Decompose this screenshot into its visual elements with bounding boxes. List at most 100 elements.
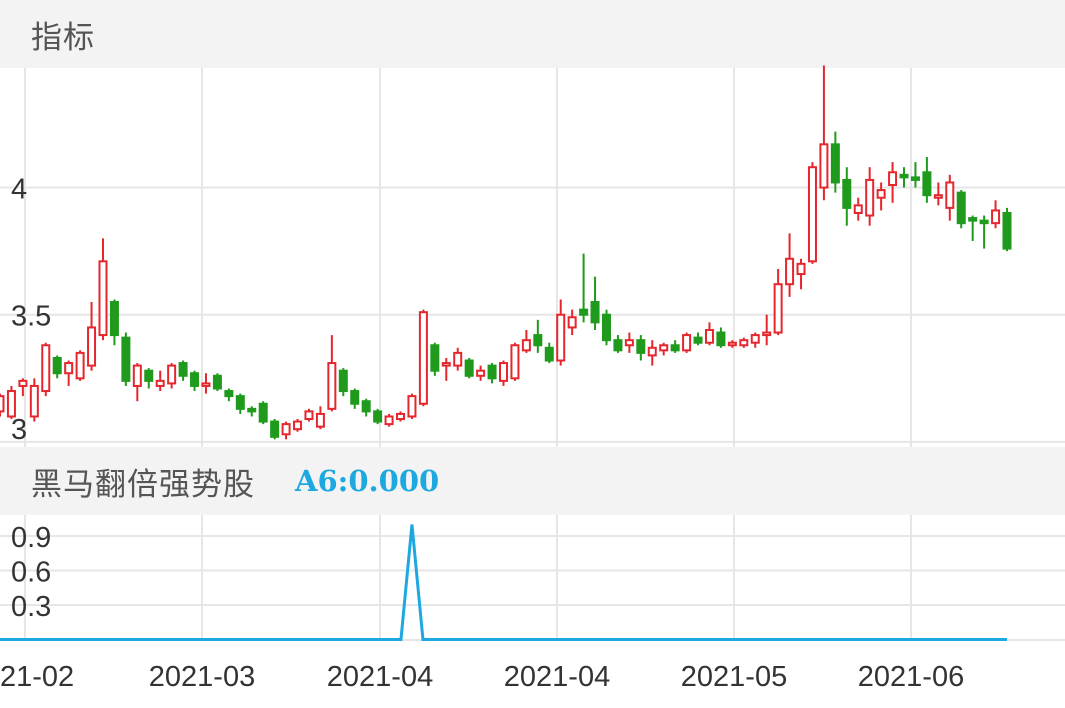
candle-body-86: [979, 219, 989, 225]
candle-body-12: [132, 364, 142, 387]
candle-body-35: [396, 412, 406, 421]
candle-body-59: [670, 344, 680, 352]
indicator-value: A6:0.000: [295, 464, 440, 498]
candle-body-42: [476, 369, 486, 377]
candle-body-80: [910, 176, 920, 181]
candle-body-85: [968, 217, 978, 222]
candle-body-14: [155, 379, 165, 387]
candle-body-27: [304, 410, 314, 421]
candle-body-38: [430, 344, 440, 372]
x-label-2: 2021-04: [327, 661, 433, 693]
x-label-3: 2021-04: [504, 661, 610, 693]
candle-body-23: [258, 402, 268, 423]
x-label-5: 2021-06: [858, 661, 964, 693]
candle-body-21: [235, 395, 245, 410]
candle-body-13: [144, 369, 154, 382]
candle-body-51: [579, 308, 589, 316]
candle-body-46: [521, 339, 531, 352]
candle-body-84: [956, 191, 966, 225]
candle-body-65: [739, 339, 749, 347]
candle-body-47: [533, 334, 543, 347]
candle-body-61: [693, 336, 703, 344]
main-panel-header: 指标: [0, 0, 1065, 68]
candle-body-39: [441, 362, 451, 367]
candle-body-16: [178, 362, 188, 377]
ind-y-label-1: 0.6: [11, 557, 51, 589]
candle-body-6: [64, 362, 74, 375]
candle-body-31: [350, 390, 360, 405]
candle-body-18: [201, 382, 211, 387]
candle-body-43: [487, 364, 497, 380]
candle-body-24: [270, 420, 280, 438]
candle-body-70: [796, 262, 806, 276]
candle-body-52: [590, 301, 600, 324]
candle-body-33: [373, 410, 383, 423]
candle-body-60: [682, 334, 692, 352]
candle-body-73: [830, 143, 840, 184]
candle-body-1: [6, 390, 16, 418]
candle-body-2: [18, 379, 28, 387]
candle-body-28: [315, 412, 325, 428]
candle-body-36: [407, 395, 417, 418]
candle-body-49: [556, 313, 566, 362]
candle-body-4: [41, 344, 51, 393]
candle-body-3: [29, 384, 39, 418]
candle-body-72: [819, 143, 829, 189]
candle-body-53: [601, 313, 611, 342]
main-y-label-1: 3.5: [11, 301, 51, 333]
candle-body-20: [224, 390, 234, 398]
candle-body-32: [361, 400, 371, 413]
candle-body-71: [807, 166, 817, 263]
candle-body-56: [636, 339, 646, 354]
indicator-panel-header: 黑马翻倍强势股 A6:0.000: [0, 447, 1065, 515]
candle-body-29: [327, 362, 337, 410]
candle-body-76: [865, 178, 875, 217]
indicator-title: 黑马翻倍强势股: [31, 466, 255, 503]
candle-body-45: [510, 344, 520, 380]
candle-body-55: [624, 339, 634, 347]
x-label-4: 2021-05: [681, 661, 787, 693]
candle-body-44: [499, 362, 508, 382]
candle-body-66: [750, 334, 760, 344]
candle-body-10: [109, 301, 119, 337]
candle-body-37: [418, 311, 428, 405]
candle-body-68: [773, 283, 783, 334]
candle-body-67: [762, 331, 772, 337]
candle-body-62: [704, 328, 714, 344]
candle-body-7: [75, 351, 85, 380]
candle-body-88: [1002, 211, 1012, 250]
candle-body-63: [716, 331, 726, 347]
ind-y-label-0: 0.3: [11, 591, 51, 623]
candle-body-54: [613, 339, 623, 352]
candle-body-77: [876, 189, 886, 199]
candle-body-22: [247, 407, 257, 413]
candle-body-57: [647, 346, 657, 357]
candle-body-83: [945, 181, 955, 209]
candle-body-15: [167, 364, 177, 385]
x-label-0: 21-02: [0, 661, 74, 693]
main-y-label-2: 4: [11, 174, 27, 206]
candle-body-25: [281, 423, 291, 436]
candle-body-30: [338, 369, 348, 393]
candle-body-26: [293, 420, 303, 431]
main-panel-title: 指标: [31, 19, 95, 56]
candle-body-64: [727, 341, 737, 347]
candle-body-0: [0, 395, 5, 413]
candle-body-81: [922, 171, 932, 197]
candle-body-5: [52, 356, 62, 375]
candle-body-40: [453, 351, 463, 367]
candle-body-82: [933, 194, 943, 199]
candle-body-69: [785, 257, 795, 286]
candle-body-9: [98, 260, 108, 337]
x-label-1: 2021-03: [149, 661, 255, 693]
candle-body-78: [888, 171, 898, 187]
candle-body-8: [87, 326, 97, 367]
candle-body-17: [190, 372, 200, 387]
candle-body-34: [384, 415, 394, 426]
candle-body-75: [853, 204, 863, 214]
candle-body-74: [842, 178, 852, 209]
candle-body-87: [991, 209, 1001, 225]
ind-y-label-2: 0.9: [11, 522, 51, 554]
candle-body-19: [212, 374, 222, 390]
